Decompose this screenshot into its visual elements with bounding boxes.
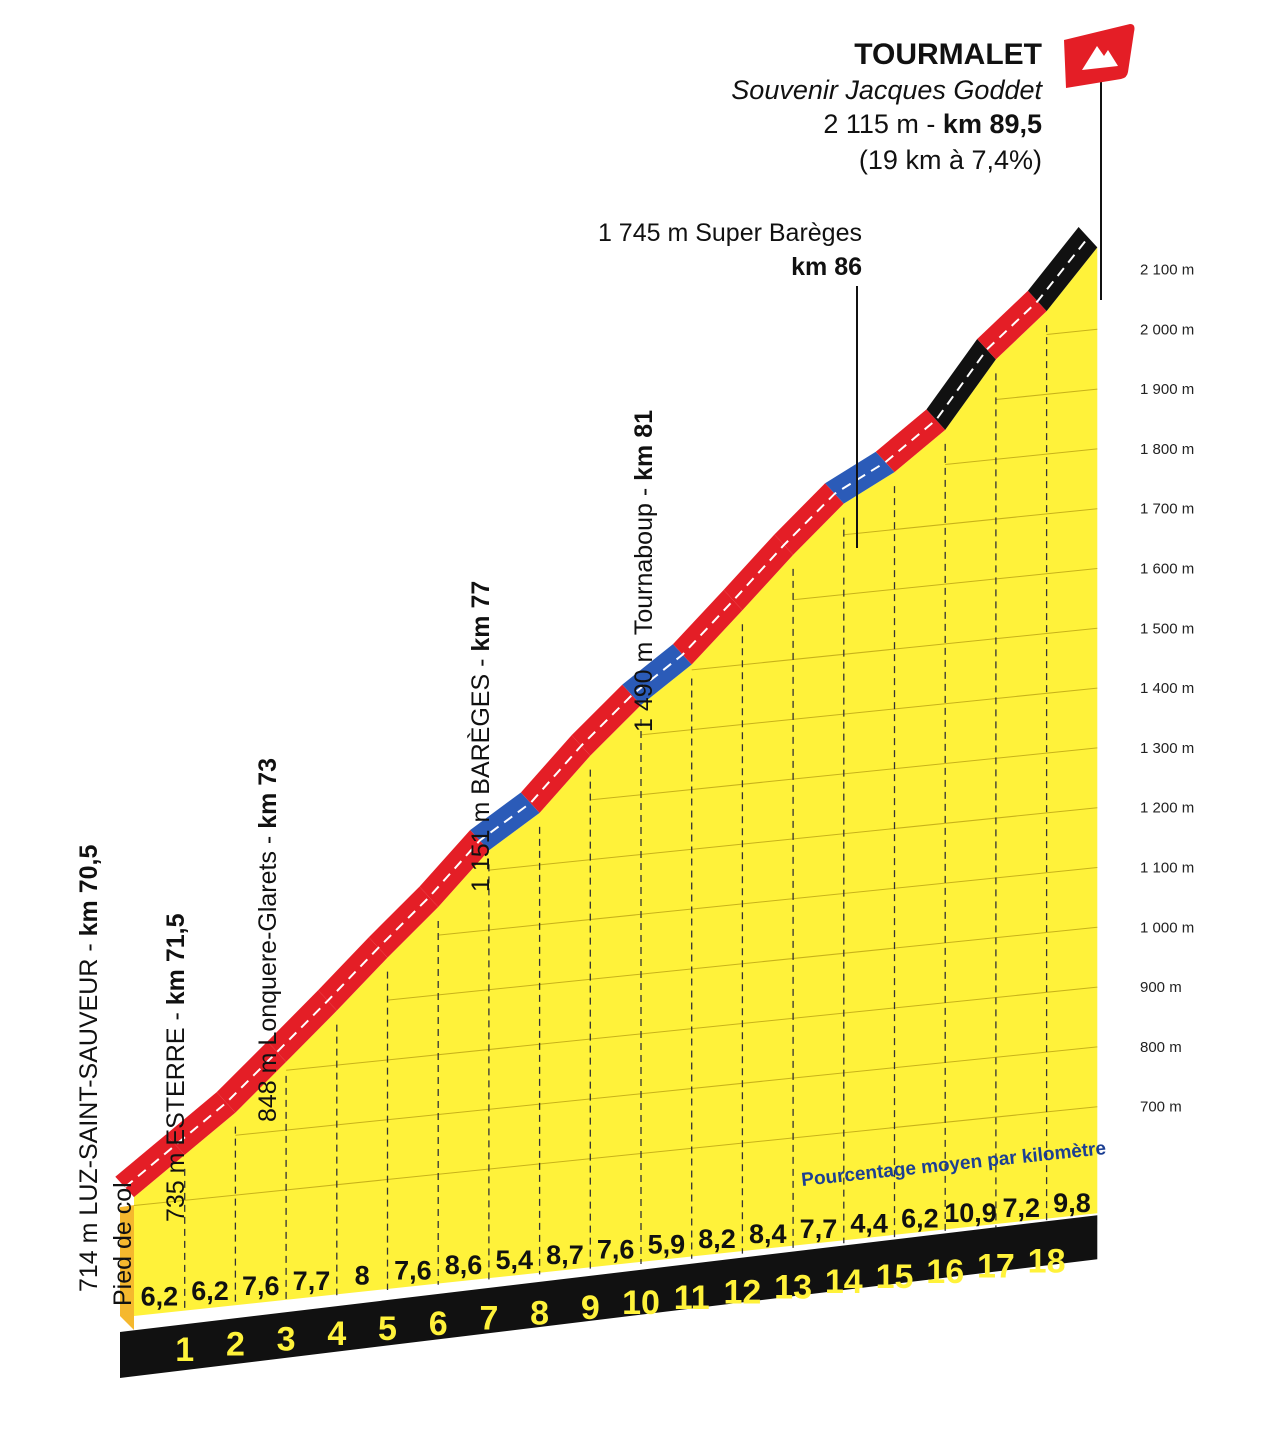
km-label: 15	[876, 1258, 914, 1296]
altitude-gridline	[640, 687, 1098, 736]
grade-label: 6,2	[901, 1203, 939, 1233]
km-label: 9	[581, 1289, 600, 1327]
grade-label: 7,2	[1002, 1193, 1040, 1223]
summit-info: TOURMALET Souvenir Jacques Goddet 2 115 …	[731, 24, 1135, 300]
altitude-gridline	[995, 388, 1098, 400]
summit-km: km 89,5	[943, 109, 1042, 139]
y-tick-label: 1 100 m	[1140, 860, 1194, 877]
altitude-gridline	[843, 508, 1098, 536]
km-label: 7	[479, 1300, 498, 1338]
y-tick-label: 1 700 m	[1140, 501, 1194, 518]
grade-label: 6,2	[191, 1276, 229, 1306]
profile-side-face	[120, 1205, 134, 1330]
chart-subtitle: Souvenir Jacques Goddet	[731, 75, 1043, 105]
summit-climb-stats: (19 km à 7,4%)	[859, 145, 1042, 175]
y-tick-label: 800 m	[1140, 1039, 1182, 1056]
climb-annotation: 1 151 m BARÈGES - km 77	[466, 581, 495, 892]
grade-label: 8,4	[749, 1219, 787, 1249]
grade-label: 6,2	[141, 1281, 179, 1311]
km-label: 14	[825, 1263, 863, 1301]
profile-grid	[133, 325, 1098, 1311]
annotation-km: km 71,5	[162, 913, 190, 1005]
km-label: 2	[226, 1326, 245, 1364]
altitude-gridline	[691, 627, 1098, 671]
km-label: 18	[1028, 1242, 1066, 1280]
y-tick-label: 1 400 m	[1140, 680, 1194, 697]
grade-label: 7,7	[293, 1266, 331, 1296]
annotation-km: km 86	[791, 253, 862, 281]
grade-label: 7,6	[597, 1235, 635, 1265]
km-label: 13	[774, 1268, 812, 1306]
km-label: 11	[674, 1279, 710, 1317]
altitude-gridline	[133, 1106, 1098, 1206]
climb-annotation: 714 m LUZ-SAINT-SAUVEUR - km 70,5	[75, 845, 103, 1292]
climb-annotation: 1 745 m Super Barèges	[598, 219, 862, 247]
altitude-gridline	[235, 1046, 1098, 1136]
climb-annotation: 1 490 m Tournaboup - km 81	[630, 410, 658, 732]
chart-title: TOURMALET	[854, 38, 1042, 71]
grade-label: 5,4	[495, 1245, 533, 1275]
km-label: 10	[622, 1284, 660, 1322]
y-tick-label: 1 500 m	[1140, 620, 1194, 637]
y-tick-label: 900 m	[1140, 979, 1182, 996]
annotation-place: 735 m ESTERRE -	[162, 1005, 190, 1222]
y-tick-label: 1 200 m	[1140, 800, 1194, 817]
grade-label: 10,9	[944, 1198, 997, 1228]
summit-altitude: 2 115 m - km 89,5	[823, 109, 1042, 139]
annotation-km: km 70,5	[75, 845, 103, 937]
annotation-place: 1 151 m BARÈGES -	[466, 652, 495, 892]
km-label: 12	[723, 1274, 761, 1312]
km-label: 5	[378, 1310, 397, 1348]
y-axis: 700 m 800 m 900 m 1 000 m 1 100 m 1 200 m 1 30…	[1140, 262, 1194, 1116]
altitude-gridline	[1046, 328, 1098, 335]
annotation-km: km 81	[630, 410, 658, 481]
summit-altitude-plain: 2 115 m -	[823, 109, 943, 139]
grade-label: 7,6	[394, 1255, 432, 1285]
grade-label: 7,7	[800, 1214, 838, 1244]
annotation-km: km 73	[254, 758, 282, 829]
mountain-icon	[1082, 46, 1118, 70]
y-tick-label: 2 000 m	[1140, 321, 1194, 338]
y-tick-label: 2 100 m	[1140, 262, 1194, 279]
km-label: 17	[977, 1248, 1015, 1286]
profile-base-band	[120, 1215, 1098, 1378]
grade-label: 8,2	[698, 1224, 736, 1254]
y-tick-label: 1 600 m	[1140, 561, 1194, 578]
grade-label: 7,6	[242, 1271, 280, 1301]
grade-label: 8,6	[445, 1250, 483, 1280]
y-tick-label: 1 800 m	[1140, 441, 1194, 458]
grade-label: 4,4	[850, 1209, 888, 1239]
grade-label: 8	[355, 1261, 370, 1291]
altitude-gridline	[438, 867, 1098, 936]
y-tick-label: 1 000 m	[1140, 919, 1194, 936]
km-label: 1	[175, 1331, 194, 1369]
km-label: 16	[926, 1253, 964, 1291]
profile-labels: 1 2 3 4 5 6 7 8 9 10 11 12 13 14 15 16 17 186,2 6,2 7,6 7,7 8…	[141, 1188, 1091, 1369]
climb-annotation: 735 m ESTERRE - km 71,5	[162, 913, 190, 1222]
grade-label: 8,7	[546, 1240, 584, 1270]
annotation-place: 1 490 m Tournaboup -	[630, 481, 658, 732]
annotation-place: 848 m Lonquere-Glarets -	[254, 829, 282, 1122]
km-band	[120, 1215, 1098, 1378]
y-tick-label: 1 300 m	[1140, 740, 1194, 757]
annotation-subtitle: Pied de col	[109, 1182, 137, 1306]
road-centerline	[124, 236, 1090, 1188]
y-tick-label: 700 m	[1140, 1099, 1182, 1116]
km-label: 4	[327, 1315, 346, 1353]
annotation-km: km 77	[467, 581, 495, 652]
y-tick-label: 1 900 m	[1140, 381, 1194, 398]
km-label: 6	[429, 1305, 448, 1343]
profile-road-segments	[115, 226, 1098, 1198]
km-label: 3	[277, 1320, 296, 1358]
altitude-gridline	[945, 448, 1098, 465]
grade-label: 9,8	[1053, 1188, 1091, 1218]
climb-annotation: 848 m Lonquere-Glarets - km 73	[254, 758, 282, 1122]
annotation-place: 714 m LUZ-SAINT-SAUVEUR -	[75, 936, 103, 1292]
km-label: 8	[530, 1294, 549, 1332]
grade-label: 5,9	[648, 1229, 686, 1259]
